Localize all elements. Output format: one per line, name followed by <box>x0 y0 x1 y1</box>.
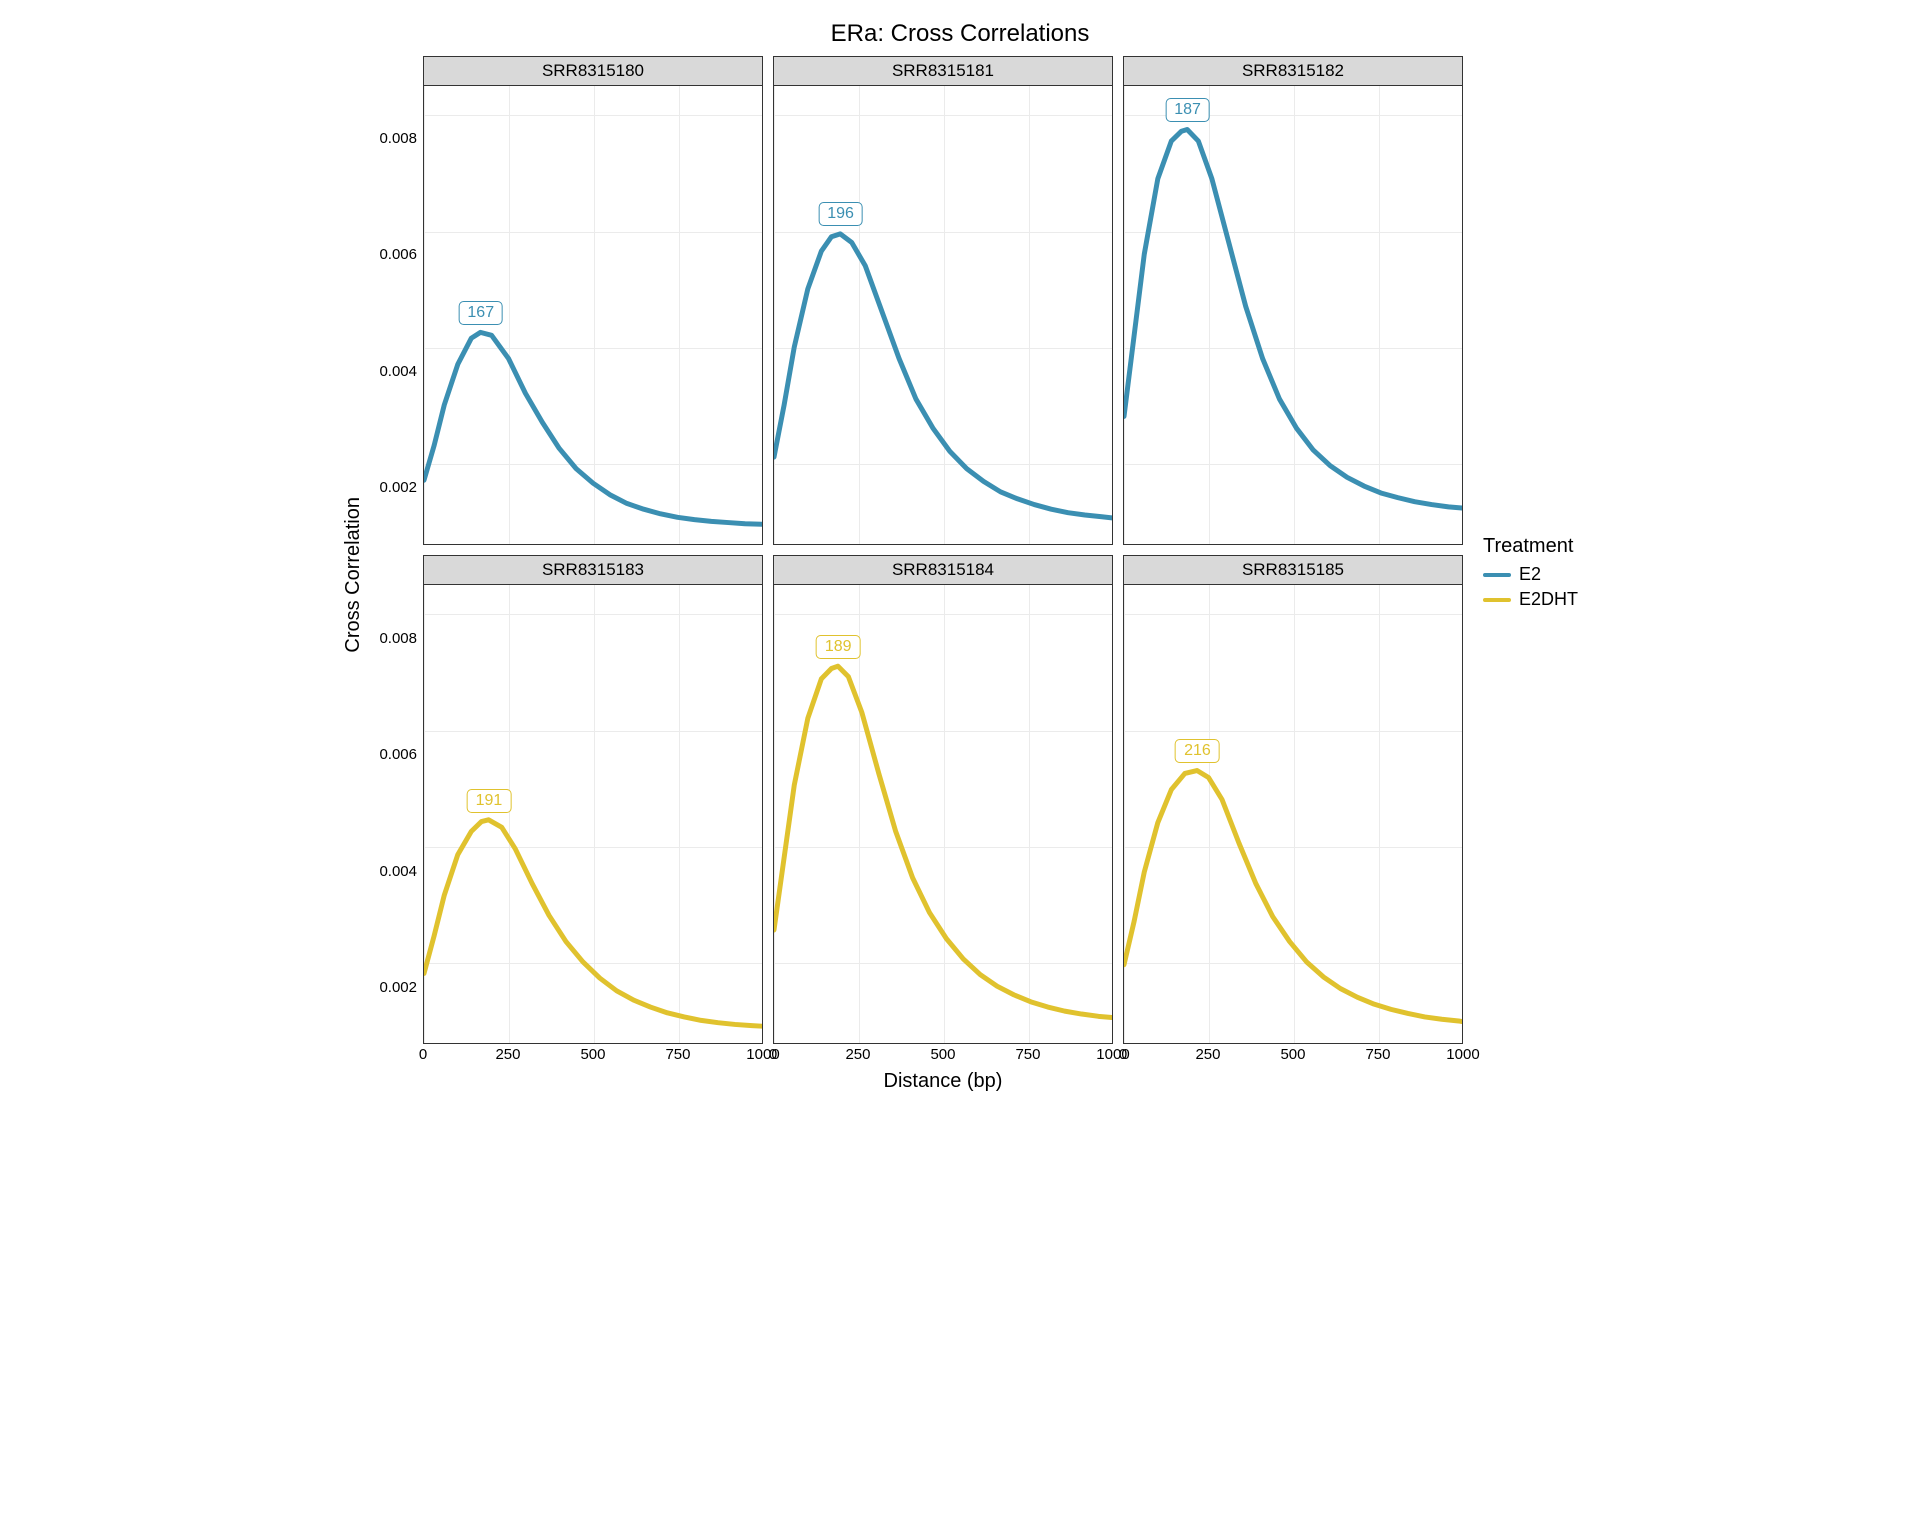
peak-label: 187 <box>1165 98 1210 122</box>
y-tick-label: 0.008 <box>379 630 417 647</box>
x-tick-label: 500 <box>580 1046 605 1063</box>
x-tick-label: 750 <box>1365 1046 1390 1063</box>
facet-panel: SRR8315182 187 <box>1123 56 1463 545</box>
curve-svg <box>424 585 762 1043</box>
facet-panel: SRR8315181 196 <box>773 56 1113 545</box>
plot-area: 189 <box>773 584 1113 1044</box>
x-tick-block: 02505007501000 <box>423 1044 763 1064</box>
legend-swatch <box>1483 573 1511 577</box>
chart-area: Cross Correlation 0.0020.0040.0060.0080.… <box>342 56 1578 1093</box>
legend-items: E2 E2DHT <box>1483 564 1578 610</box>
curve-svg <box>1124 86 1462 544</box>
y-tick-block: 0.002 0.004 0.006 0.008 <box>371 580 423 1070</box>
x-tick-label: 750 <box>665 1046 690 1063</box>
legend-title: Treatment <box>1483 535 1578 558</box>
y-tick-label: 0.006 <box>379 746 417 763</box>
x-tick-row: 0250500750100002505007501000025050075010… <box>423 1044 1463 1064</box>
panel-grid: SRR8315180167SRR8315181196SRR8315182187S… <box>423 56 1463 1044</box>
facet-panel: SRR8315184 189 <box>773 555 1113 1044</box>
facet-strip: SRR8315184 <box>773 555 1113 584</box>
x-tick-block: 02505007501000 <box>1123 1044 1463 1064</box>
legend-item: E2DHT <box>1483 589 1578 610</box>
series-line <box>424 820 762 1026</box>
y-tick-label: 0.004 <box>379 363 417 380</box>
y-tick-block: 0.002 0.004 0.006 0.008 <box>371 80 423 570</box>
x-tick-label: 250 <box>1195 1046 1220 1063</box>
plot-area: 167 <box>423 85 763 545</box>
peak-label: 167 <box>458 301 503 325</box>
x-tick-block: 02505007501000 <box>773 1044 1113 1064</box>
facet-strip: SRR8315181 <box>773 56 1113 85</box>
grid-and-xlabel: SRR8315180167SRR8315181196SRR8315182187S… <box>423 56 1463 1093</box>
x-tick-label: 250 <box>495 1046 520 1063</box>
y-tick-label: 0.004 <box>379 863 417 880</box>
facet-strip: SRR8315185 <box>1123 555 1463 584</box>
facet-panel: SRR8315183 191 <box>423 555 763 1044</box>
peak-label: 191 <box>467 789 512 813</box>
x-axis-label: Distance (bp) <box>884 1070 1003 1093</box>
figure: ERa: Cross Correlations Cross Correlatio… <box>20 20 1900 1093</box>
plot-area: 187 <box>1123 85 1463 545</box>
y-tick-label: 0.002 <box>379 479 417 496</box>
legend: Treatment E2 E2DHT <box>1483 535 1578 614</box>
series-line <box>424 332 762 524</box>
y-tick-label: 0.006 <box>379 246 417 263</box>
series-line <box>1124 771 1462 1022</box>
chart-title: ERa: Cross Correlations <box>831 20 1090 48</box>
x-tick-label: 1000 <box>1446 1046 1479 1063</box>
facet-panel: SRR8315180 167 <box>423 56 763 545</box>
y-tick-label: 0.002 <box>379 979 417 996</box>
plot-area: 216 <box>1123 584 1463 1044</box>
series-line <box>1124 129 1462 508</box>
series-line <box>774 234 1112 518</box>
legend-item: E2 <box>1483 564 1578 585</box>
peak-label: 216 <box>1175 739 1220 763</box>
legend-label: E2 <box>1519 564 1541 585</box>
y-axis-label: Cross Correlation <box>342 497 365 653</box>
x-tick-label: 0 <box>1119 1046 1127 1063</box>
x-tick-label: 500 <box>930 1046 955 1063</box>
facet-strip: SRR8315183 <box>423 555 763 584</box>
legend-swatch <box>1483 598 1511 602</box>
peak-label: 196 <box>818 202 863 226</box>
x-tick-label: 250 <box>845 1046 870 1063</box>
x-tick-label: 750 <box>1015 1046 1040 1063</box>
y-tick-column: 0.002 0.004 0.006 0.008 0.002 0.004 0.006 0.008 <box>371 80 423 1070</box>
x-tick-label: 0 <box>769 1046 777 1063</box>
y-tick-label: 0.008 <box>379 130 417 147</box>
curve-svg <box>774 86 1112 544</box>
curve-svg <box>1124 585 1462 1043</box>
facet-strip: SRR8315180 <box>423 56 763 85</box>
peak-label: 189 <box>816 635 861 659</box>
x-tick-label: 500 <box>1280 1046 1305 1063</box>
series-line <box>774 666 1112 1017</box>
plot-area: 191 <box>423 584 763 1044</box>
plot-area: 196 <box>773 85 1113 545</box>
facet-strip: SRR8315182 <box>1123 56 1463 85</box>
x-tick-label: 0 <box>419 1046 427 1063</box>
legend-label: E2DHT <box>1519 589 1578 610</box>
facet-panel: SRR8315185 216 <box>1123 555 1463 1044</box>
